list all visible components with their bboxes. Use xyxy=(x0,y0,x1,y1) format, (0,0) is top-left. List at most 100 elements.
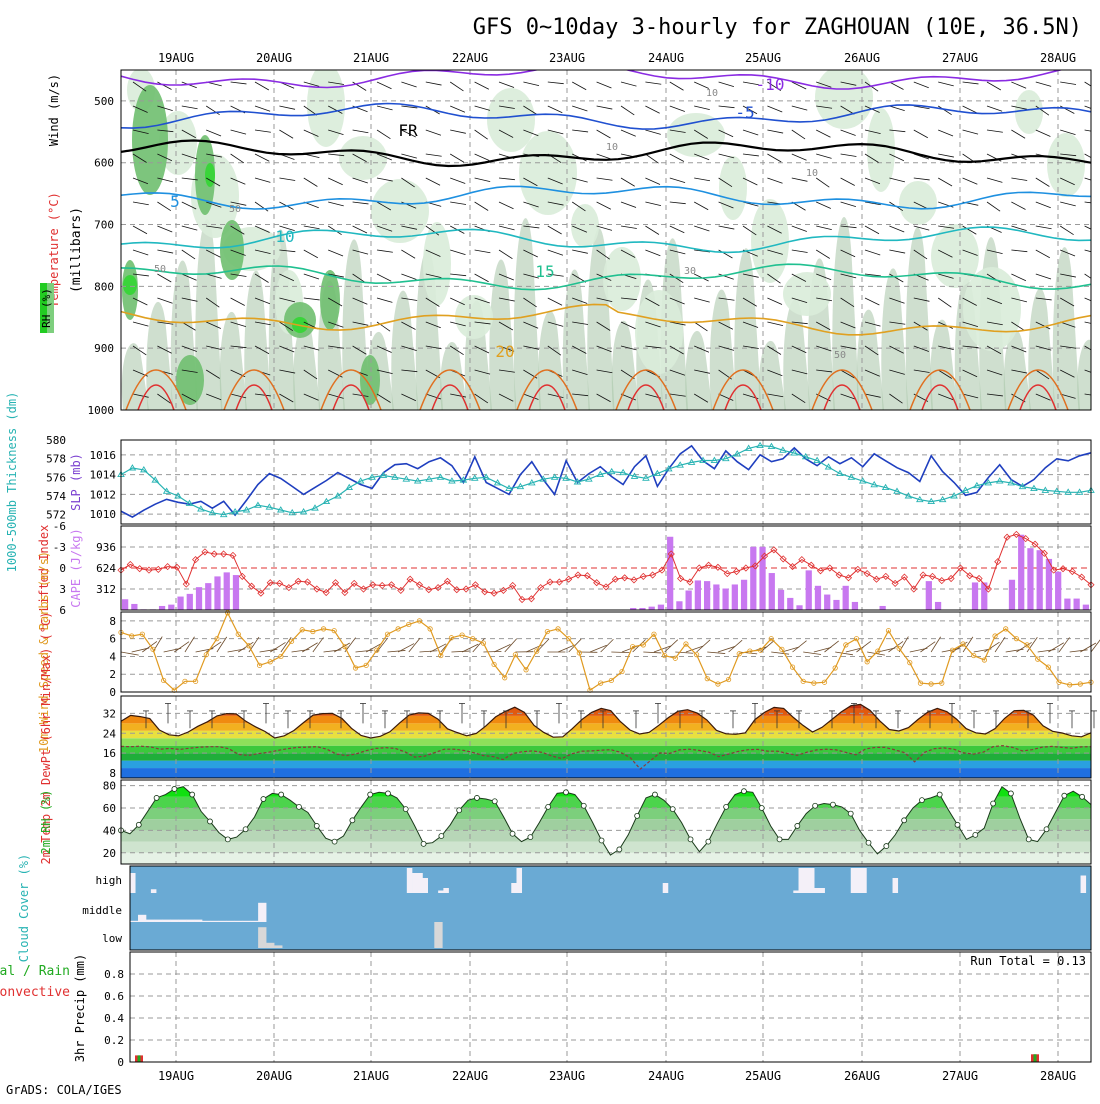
cape-bar xyxy=(214,576,220,610)
cape-bar xyxy=(686,591,692,610)
cloud-middle-bar xyxy=(258,903,266,922)
cape-bar xyxy=(852,602,858,610)
pressure-tick: 500 xyxy=(94,95,114,108)
surface-wind-barb xyxy=(729,640,743,652)
rh-point xyxy=(670,807,675,812)
bottom-date-label: 19AUG xyxy=(158,1069,194,1083)
rh-contour-label: 50 xyxy=(229,204,241,215)
temperature-band xyxy=(121,716,1091,723)
cloud-middle-bar xyxy=(170,920,178,922)
cloud-background xyxy=(130,866,1091,950)
rh-point xyxy=(652,792,657,797)
cape-bar xyxy=(667,537,673,610)
rh-point xyxy=(563,790,568,795)
temperature-band xyxy=(121,746,1091,753)
rh-point xyxy=(1080,794,1085,799)
cape-bar xyxy=(1018,535,1024,610)
bottom-date-label: 23AUG xyxy=(549,1069,585,1083)
bottom-date-label: 22AUG xyxy=(452,1069,488,1083)
thickness-tick: 574 xyxy=(46,490,66,503)
cape-bar xyxy=(722,588,728,610)
lifted-index-tick: -6 xyxy=(53,520,66,533)
cloud-high-bar xyxy=(1081,876,1087,894)
slp-tick: 1014 xyxy=(90,469,117,482)
surface-wind-barb xyxy=(665,640,678,652)
wind-speed-tick: 4 xyxy=(109,650,116,663)
isotherm-label: -5 xyxy=(735,103,754,122)
lifted-index-tick: -3 xyxy=(53,541,66,554)
cloud-low-bar xyxy=(266,943,274,948)
cloud-high-bar xyxy=(130,873,136,893)
cape-bar xyxy=(1055,572,1061,610)
rh-point xyxy=(546,804,551,809)
cape-bar xyxy=(187,594,193,610)
rh-blob xyxy=(751,199,789,283)
wind-frame xyxy=(121,612,1091,692)
cape-bar xyxy=(695,580,701,610)
grads-credit: GrADS: COLA/IGES xyxy=(6,1083,122,1097)
surface-wind-barb xyxy=(771,652,789,654)
rain-legend-label: Total / Rain xyxy=(0,964,70,979)
rh-point xyxy=(225,837,230,842)
rh-point xyxy=(350,818,355,823)
rh-point xyxy=(741,789,746,794)
rh-point xyxy=(279,792,284,797)
rh-point xyxy=(421,841,426,846)
temperature-band xyxy=(121,753,1091,760)
top-date-label: 20AUG xyxy=(256,51,292,65)
surface-wind-barb xyxy=(920,642,935,652)
cape-axis-label: CAPE (J/kg) xyxy=(69,528,83,607)
rh-point xyxy=(902,818,907,823)
cape-bar xyxy=(833,600,839,610)
surface-wind-barb xyxy=(324,650,342,652)
rh-point xyxy=(457,808,462,813)
slp-axis-label: SLP (mb) xyxy=(69,453,83,511)
rh-point xyxy=(795,823,800,828)
isotherm-label: 10 xyxy=(275,227,294,246)
surface-wind-barb xyxy=(825,641,839,652)
rh-point xyxy=(813,803,818,808)
convective-legend-label: Convective xyxy=(0,985,70,1000)
surface-wind-barb xyxy=(174,642,189,652)
temperature-fill xyxy=(121,694,1091,778)
thickness-tick: 578 xyxy=(46,453,66,466)
rh-point xyxy=(777,837,782,842)
isotherm-label: 5 xyxy=(170,192,180,211)
rh-point xyxy=(1044,827,1049,832)
cape-bar xyxy=(824,595,830,610)
top-date-label: 22AUG xyxy=(452,51,488,65)
rh-saturated-core xyxy=(205,163,215,187)
cape-bar xyxy=(880,606,886,610)
surface-wind-barb xyxy=(121,652,139,655)
lifted-index-tick: 3 xyxy=(59,583,66,596)
surface-wind-barb xyxy=(302,643,317,652)
surface-wind-barb xyxy=(398,644,414,652)
rh-blob xyxy=(867,108,895,192)
rh-band xyxy=(121,819,1091,830)
cloud-middle-bar xyxy=(178,920,186,922)
precip-tick: 0.8 xyxy=(104,968,124,981)
precip-tick: 0.4 xyxy=(104,1012,124,1025)
rh-point xyxy=(136,822,141,827)
isotherm-label: -10 xyxy=(756,75,785,94)
cloud-high-bar xyxy=(819,888,825,893)
pressure-tick: 800 xyxy=(94,280,114,293)
surface-wind-barb xyxy=(483,651,501,652)
rh-floor-band xyxy=(121,853,1091,864)
cloud-low-bar xyxy=(274,945,282,948)
cape-bar xyxy=(926,581,932,610)
pressure-tick: 700 xyxy=(94,219,114,232)
precip-tick-labels: 00.20.40.60.8 xyxy=(104,968,124,1069)
rh-band xyxy=(121,830,1091,841)
rh-point xyxy=(866,840,871,845)
cloud-axis-label: Cloud Cover (%) xyxy=(17,854,31,962)
rh-point xyxy=(955,822,960,827)
temperature-band xyxy=(121,694,1091,701)
rh-axis-label: RH (%) xyxy=(40,288,53,328)
rh-point xyxy=(385,791,390,796)
surface-wind-barb xyxy=(697,640,710,652)
top-date-label: 24AUG xyxy=(648,51,684,65)
